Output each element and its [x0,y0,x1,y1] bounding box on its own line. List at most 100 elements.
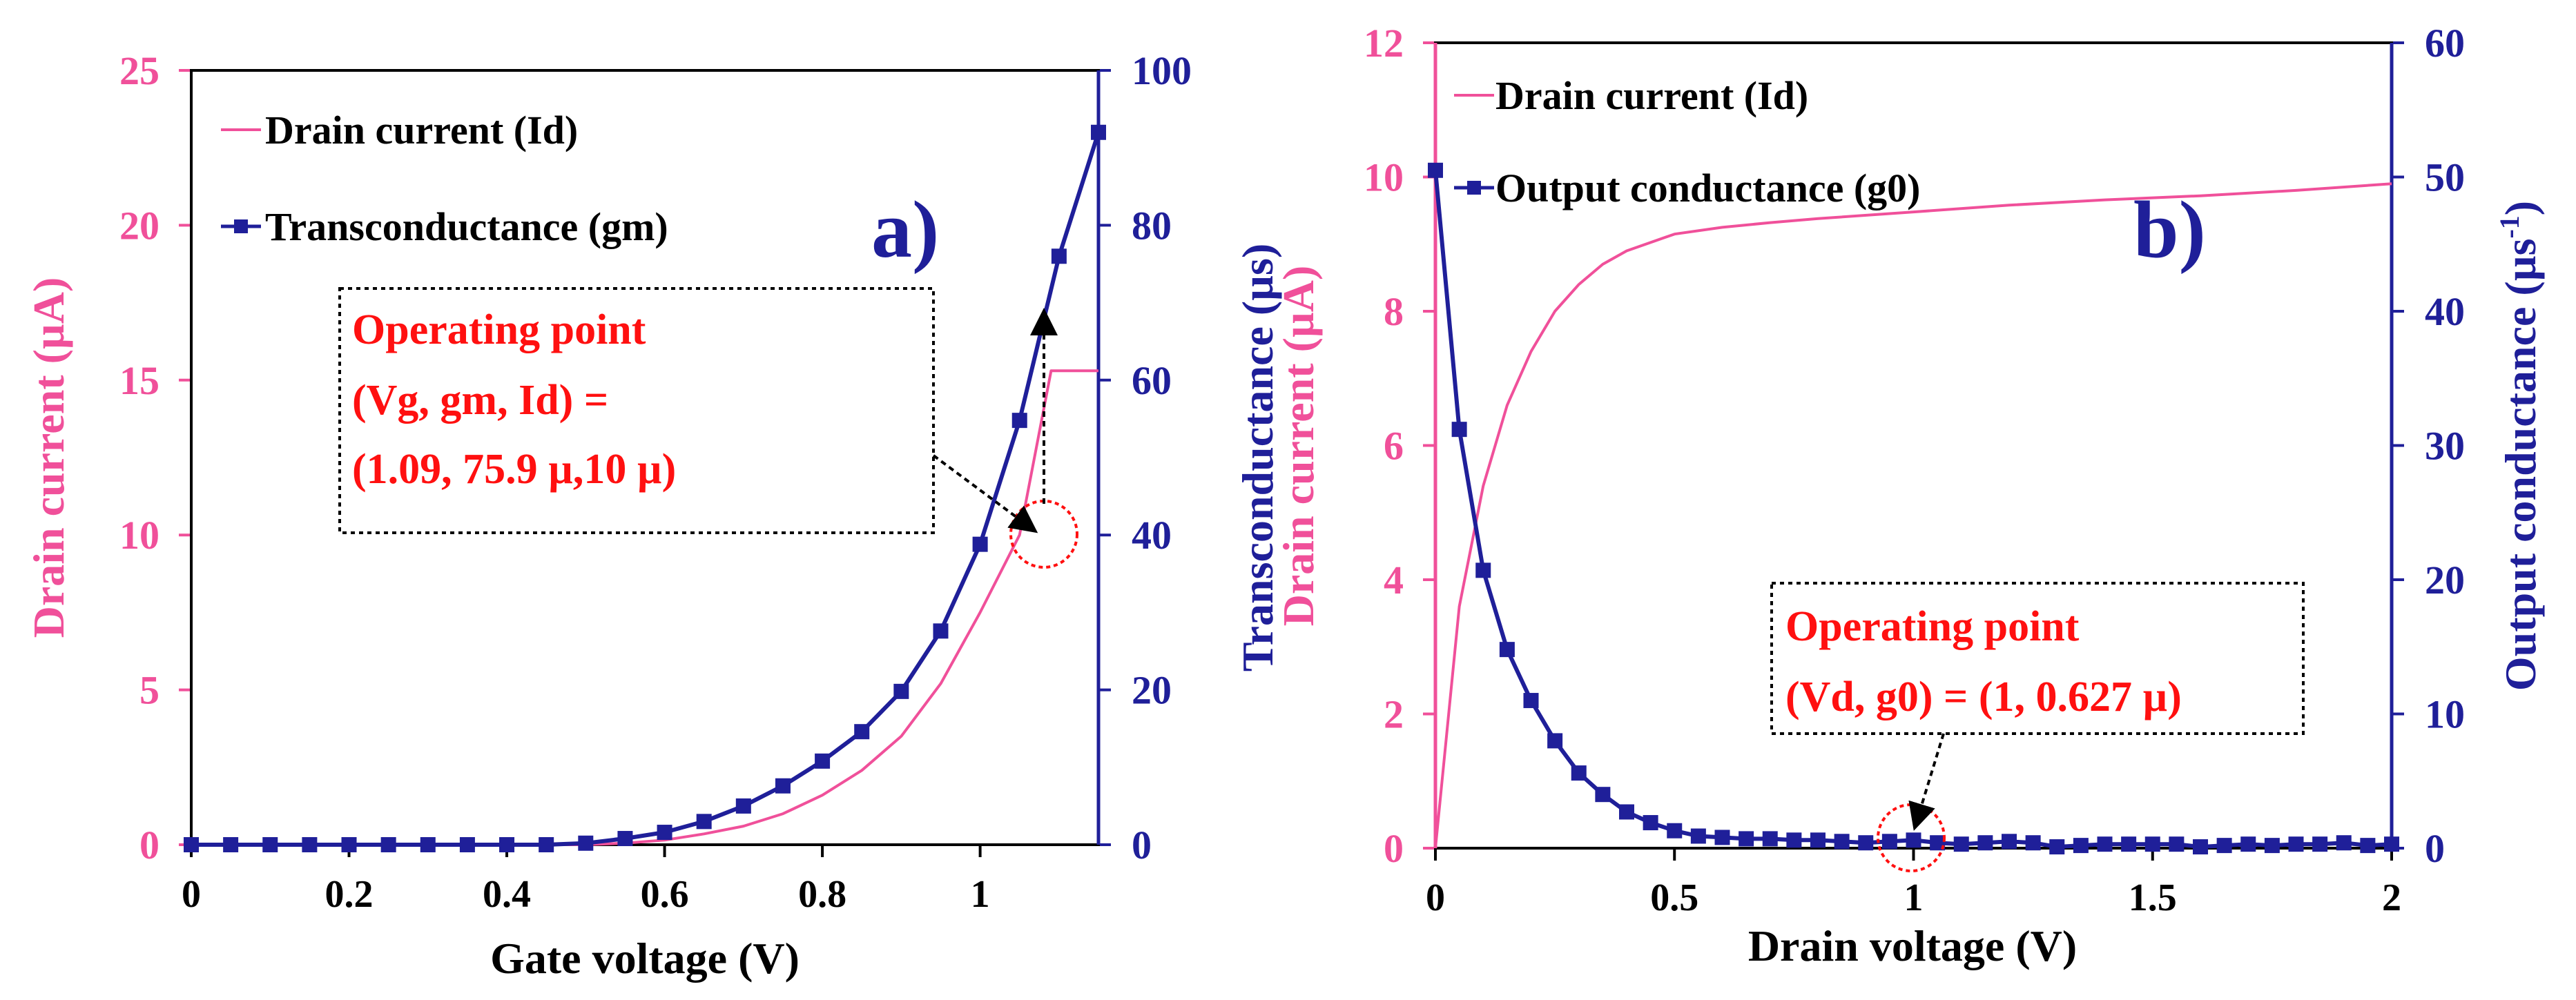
data-point-output-conductance-g0 [2360,838,2376,854]
x-tick-label: 0 [1426,876,1445,919]
y-right-tick-label: 10 [2425,692,2465,737]
panel-b-annotation-box [1770,582,2305,735]
panel-b-y-right-axis-title-sup: -1 [2494,215,2525,238]
data-point-output-conductance-g0 [1523,693,1539,709]
data-point-output-conductance-g0 [1786,832,1802,848]
data-point-transconductance-gm [775,778,791,794]
panel-b-legend-g0-marker [1467,181,1481,195]
panel-a-legend-gm-label: Transconductance (gm) [265,204,668,249]
data-point-transconductance-gm [223,837,239,852]
data-point-output-conductance-g0 [2288,836,2304,852]
y-left-tick-label: 10 [1364,155,1404,200]
data-point-output-conductance-g0 [2216,838,2232,854]
data-point-output-conductance-g0 [2240,836,2256,852]
data-point-output-conductance-g0 [2336,835,2352,851]
data-point-transconductance-gm [1051,248,1067,264]
data-point-transconductance-gm [539,837,554,852]
x-tick-label: 0 [182,873,201,916]
data-point-output-conductance-g0 [2312,836,2328,852]
data-point-output-conductance-g0 [2049,839,2065,855]
y-left-tick-label: 25 [119,48,159,93]
x-tick-label: 0.2 [325,873,374,916]
data-point-output-conductance-g0 [1739,831,1754,847]
data-point-output-conductance-g0 [2073,838,2089,854]
y-right-tick-label: 100 [1132,48,1192,93]
data-point-output-conductance-g0 [2384,836,2399,852]
data-point-output-conductance-g0 [1690,828,1706,844]
data-point-output-conductance-g0 [2169,836,2185,852]
data-point-output-conductance-g0 [1977,835,1993,851]
data-point-transconductance-gm [657,825,672,841]
data-point-transconductance-gm [696,814,712,830]
panel-b-annotation-line-2: (Vd, g0) = (1, 0.627 µ) [1785,674,2182,720]
y-left-tick-label: 0 [1384,826,1404,871]
data-point-transconductance-gm [380,837,396,852]
data-point-transconductance-gm [499,837,515,852]
data-point-output-conductance-g0 [1619,804,1634,820]
panel-b-legend-drain-label: Drain current (Id) [1495,73,1808,118]
panel-a-y-left-axis-title: Drain current (µA) [24,277,73,638]
data-point-output-conductance-g0 [2097,836,2113,852]
data-point-transconductance-gm [262,837,278,852]
x-tick-label: 1 [1904,876,1924,919]
data-point-output-conductance-g0 [1714,830,1730,845]
x-tick-label: 1 [971,873,990,916]
y-left-tick-label: 10 [119,513,159,558]
panel-a-annotation-box [338,287,935,534]
data-point-transconductance-gm [184,837,199,852]
y-left-tick-label: 20 [119,203,159,248]
data-point-transconductance-gm [459,837,475,852]
series-line-drain-current-id [191,369,1098,846]
data-point-output-conductance-g0 [1499,642,1515,658]
y-right-tick-label: 0 [1132,823,1152,867]
y-left-tick-label: 8 [1384,289,1404,334]
panel-a-annotation-arrow-1 [932,454,1038,533]
x-tick-label: 0.4 [483,873,531,916]
data-point-output-conductance-g0 [1547,733,1563,749]
data-point-output-conductance-g0 [1881,834,1897,850]
y-right-tick-label: 40 [1132,513,1172,558]
panel-b-x-axis-title: Drain voltage (V) [1748,921,2077,970]
panel-a-annotation-line-3: (1.09, 75.9 µ,10 µ) [352,446,676,493]
panel-b-y-left-axis-title: Drain current (µA) [1274,266,1323,627]
panel-a-ticks [179,69,1111,857]
y-left-tick-label: 5 [139,668,159,713]
y-right-tick-label: 0 [2425,826,2445,871]
x-tick-label: 0.5 [1650,876,1698,919]
x-tick-label: 0.8 [798,873,846,916]
data-point-output-conductance-g0 [1953,836,1969,852]
data-point-output-conductance-g0 [2144,836,2160,852]
y-left-tick-label: 0 [139,823,159,867]
data-point-output-conductance-g0 [1858,835,1874,851]
data-point-output-conductance-g0 [2121,836,2137,852]
panel-b-series [1428,162,2399,855]
data-point-output-conductance-g0 [2002,834,2017,850]
panel-b-y-right-axis-title-main: Output conductance (µs [2496,239,2545,692]
data-point-output-conductance-g0 [2025,835,2041,851]
y-right-tick-label: 40 [2425,289,2465,334]
panel-a-x-axis-title: Gate voltage (V) [490,934,800,983]
panel-a-annotation-line-1: Operating point [352,306,646,353]
data-point-output-conductance-g0 [1810,832,1826,848]
panel-a-legend-gm-marker [234,219,248,233]
data-point-transconductance-gm [420,837,436,852]
panel-b-legend-g0-label: Output conductance (g0) [1495,166,1920,210]
panel-a-series [184,124,1106,852]
data-point-output-conductance-g0 [1930,835,1946,851]
y-right-tick-label: 20 [1132,668,1172,713]
data-point-transconductance-gm [815,753,831,769]
panel-b-annotation-arrow [1908,733,1945,831]
y-right-tick-label: 80 [1132,203,1172,248]
data-point-output-conductance-g0 [1667,823,1683,839]
data-point-transconductance-gm [1091,124,1106,140]
data-point-output-conductance-g0 [1571,765,1587,781]
x-tick-label: 2 [2382,876,2401,919]
data-point-transconductance-gm [854,724,870,740]
x-tick-label: 0.6 [641,873,689,916]
data-point-output-conductance-g0 [1834,834,1850,850]
data-point-output-conductance-g0 [1451,422,1467,438]
